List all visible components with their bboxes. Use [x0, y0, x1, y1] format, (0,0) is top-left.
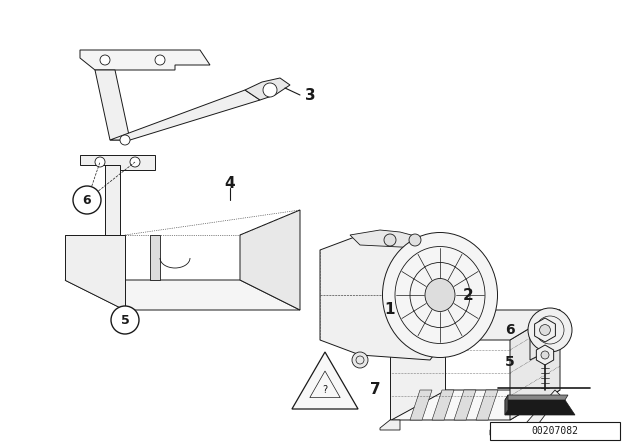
Polygon shape	[240, 210, 300, 310]
Polygon shape	[80, 50, 210, 70]
Circle shape	[155, 55, 165, 65]
Text: 2: 2	[463, 288, 474, 302]
Polygon shape	[320, 235, 445, 360]
Polygon shape	[80, 155, 155, 170]
Polygon shape	[390, 390, 560, 420]
Circle shape	[409, 234, 421, 246]
Text: 7: 7	[370, 383, 380, 397]
Polygon shape	[150, 235, 160, 280]
Text: 4: 4	[225, 176, 236, 190]
Polygon shape	[510, 310, 560, 420]
Ellipse shape	[383, 233, 497, 358]
Polygon shape	[380, 420, 400, 430]
Circle shape	[111, 306, 139, 334]
Circle shape	[73, 186, 101, 214]
Text: ?: ?	[323, 385, 328, 395]
Circle shape	[528, 308, 572, 352]
Polygon shape	[245, 78, 290, 100]
Circle shape	[130, 157, 140, 167]
Polygon shape	[105, 165, 120, 235]
Polygon shape	[95, 70, 130, 140]
Circle shape	[100, 55, 110, 65]
Text: 6: 6	[83, 194, 92, 207]
Polygon shape	[390, 310, 560, 340]
Polygon shape	[432, 390, 454, 420]
Text: 00207082: 00207082	[531, 426, 579, 436]
Circle shape	[120, 135, 130, 145]
Ellipse shape	[425, 279, 455, 311]
Text: 5: 5	[505, 355, 515, 369]
Circle shape	[352, 352, 368, 368]
Circle shape	[541, 351, 549, 359]
Text: 3: 3	[305, 87, 316, 103]
Circle shape	[540, 325, 550, 336]
Text: 5: 5	[120, 314, 129, 327]
Circle shape	[263, 83, 277, 97]
Polygon shape	[505, 400, 575, 415]
Polygon shape	[390, 340, 445, 420]
Polygon shape	[505, 395, 568, 400]
Polygon shape	[476, 390, 498, 420]
Polygon shape	[292, 352, 358, 409]
Text: 1: 1	[385, 302, 396, 318]
Polygon shape	[530, 310, 560, 360]
Bar	[490, 422, 620, 440]
Polygon shape	[410, 390, 432, 420]
Polygon shape	[505, 395, 508, 415]
Polygon shape	[454, 390, 476, 420]
Polygon shape	[534, 318, 556, 342]
Circle shape	[95, 157, 105, 167]
Circle shape	[384, 234, 396, 246]
Polygon shape	[350, 230, 430, 248]
Polygon shape	[110, 90, 260, 140]
Polygon shape	[65, 235, 125, 310]
Polygon shape	[536, 345, 554, 365]
Text: 6: 6	[505, 323, 515, 337]
Polygon shape	[490, 390, 560, 435]
Polygon shape	[65, 280, 300, 310]
